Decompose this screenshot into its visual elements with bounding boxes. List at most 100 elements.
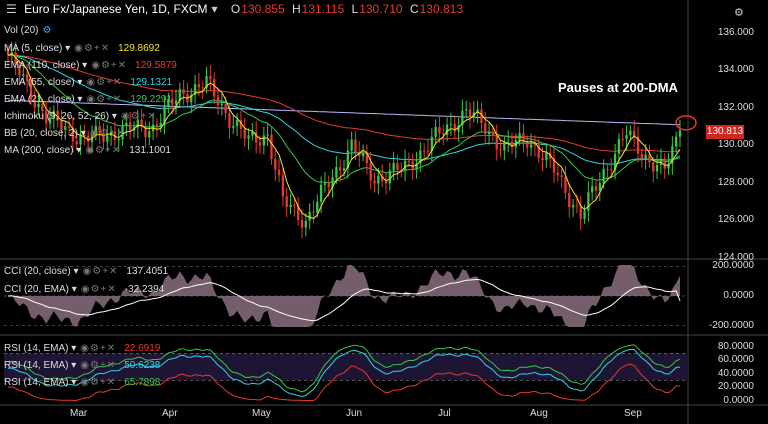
legend-cci[interactable]: CCI (20, close) ▾ ◉⚙+✕ 137.4051 — [4, 266, 169, 277]
rsi-tick-label: 20.0000 — [717, 381, 754, 393]
cci-area — [8, 265, 680, 327]
legend-bb[interactable]: BB (20, close, 2) ▾ ◉⚙+✕ — [4, 128, 126, 139]
candle-body — [87, 136, 90, 142]
candle-body — [163, 106, 166, 124]
legend-rsi-1[interactable]: RSI (14, EMA) ▾ ◉⚙+✕ 22.6919 — [4, 343, 161, 354]
candle-body — [613, 153, 617, 170]
legend-ma200[interactable]: MA (200, close) ▾ ◉⚙+✕ 131.1001 — [4, 145, 171, 156]
candle-body — [491, 131, 495, 136]
candle-body — [434, 127, 437, 137]
legend-ichimoku[interactable]: Ichimoku (9, 26, 52, 26) ▾ ◉⚙+✕ — [4, 111, 157, 122]
candle-body — [117, 139, 120, 141]
indicator-controls-icons[interactable]: ◉⚙+✕ — [82, 266, 119, 277]
close-label: C — [409, 2, 419, 16]
indicator-controls-icons[interactable]: ◉⚙+✕ — [80, 377, 117, 388]
candle-body — [98, 126, 101, 134]
indicator-controls-icons[interactable]: ◉⚙+✕ — [85, 145, 122, 156]
candle-body — [583, 210, 586, 219]
candle-body — [575, 205, 579, 207]
legend-vol[interactable]: Vol (20) ⚙ — [4, 25, 53, 36]
candle-body — [45, 111, 48, 124]
candle-body — [220, 103, 223, 106]
indicator-controls-icons[interactable]: ◉⚙+✕ — [89, 128, 126, 139]
rsi3-value: 65.7898 — [124, 377, 161, 388]
candle-body — [335, 167, 338, 178]
highlight-ellipse — [675, 115, 697, 131]
candle-body — [598, 182, 601, 191]
candle-body — [243, 128, 246, 139]
ema55-value: 129.1321 — [130, 77, 173, 88]
candle-body — [216, 96, 220, 106]
month-tick-label: Aug — [530, 408, 548, 419]
last-price-tag: 130.813 — [706, 125, 744, 139]
candle-body — [365, 152, 369, 164]
candle-body — [621, 139, 624, 141]
candle-body — [79, 135, 82, 145]
gear-icon[interactable]: ⚙ — [42, 25, 53, 36]
candle-body — [415, 163, 418, 170]
candle-body — [636, 136, 640, 154]
candle-body — [591, 186, 594, 193]
symbol-title[interactable]: Euro Fx/Japanese Yen, 1D, FXCM — [24, 2, 208, 16]
candle-body — [526, 141, 529, 148]
candle-body — [648, 154, 651, 163]
cci-value: 137.4051 — [126, 266, 169, 277]
legend-ema21[interactable]: EMA (21, close) ▾ ◉⚙+✕ 129.2291 — [4, 94, 173, 105]
legend-ema110[interactable]: EMA (110, close) ▾ ◉⚙+✕ 129.5879 — [4, 60, 177, 71]
candle-body — [155, 124, 159, 127]
price-tick-label: 128.000 — [717, 176, 754, 188]
indicator-controls-icons[interactable]: ◉⚙+✕ — [74, 43, 111, 54]
cci-tick-label: -200.0000 — [708, 319, 754, 331]
candle-body — [430, 136, 433, 152]
indicator-controls-icons[interactable]: ◉⚙+✕ — [80, 284, 117, 295]
candle-body — [655, 164, 659, 172]
rsi1-value: 22.6919 — [124, 343, 161, 354]
candle-body — [251, 131, 254, 136]
month-tick-label: Mar — [70, 408, 88, 419]
candle-body — [354, 139, 357, 153]
ema55-line — [7, 54, 681, 165]
legend-rsi-2[interactable]: RSI (14, EMA) ▾ ◉⚙+✕ 50.6238 — [4, 360, 161, 371]
candle-body — [56, 110, 59, 121]
chevron-down-icon[interactable]: ▾ — [211, 2, 218, 16]
candle-body — [293, 204, 296, 206]
candle-body — [148, 131, 151, 138]
candle-body — [342, 168, 346, 171]
rsi2-value: 50.6238 — [124, 360, 161, 371]
indicator-controls-icons[interactable]: ◉⚙+✕ — [80, 343, 117, 354]
candle-body — [213, 79, 216, 97]
candle-body — [235, 119, 239, 126]
legend-cci-ema[interactable]: CCI (20, EMA) ▾ ◉⚙+✕ -32.2394 — [4, 284, 165, 295]
indicator-controls-icons[interactable]: ◉⚙+✕ — [80, 360, 117, 371]
candle-body — [480, 109, 483, 123]
candle-body — [60, 120, 63, 130]
candle-body — [461, 110, 464, 126]
annotation-text: Pauses at 200-DMA — [558, 80, 678, 95]
candle-body — [369, 163, 372, 181]
candle-body — [468, 109, 472, 118]
candle-body — [594, 186, 598, 191]
candle-body — [358, 152, 361, 157]
candle-body — [121, 125, 124, 140]
indicator-controls-icons[interactable]: ◉⚙+✕ — [86, 94, 123, 105]
candle-body — [52, 110, 55, 118]
candle-body — [339, 167, 342, 171]
indicator-controls-icons[interactable]: ◉⚙+✕ — [120, 111, 157, 122]
candle-body — [171, 98, 174, 105]
candle-body — [289, 204, 292, 208]
legend-ma5[interactable]: MA (5, close) ▾ ◉⚙+✕ 129.8692 — [4, 43, 160, 54]
candle-body — [33, 99, 36, 108]
settings-gear-icon[interactable]: ⚙ — [734, 7, 744, 19]
candle-body — [633, 130, 636, 137]
candle-body — [319, 184, 323, 202]
candle-body — [487, 131, 491, 135]
candle-body — [388, 170, 391, 184]
indicator-controls-icons[interactable]: ◉⚙+✕ — [91, 60, 128, 71]
candle-body — [407, 160, 411, 162]
hamburger-icon[interactable]: ☰ — [6, 2, 17, 16]
legend-ema55[interactable]: EMA (55, close) ▾ ◉⚙+✕ 129.1321 — [4, 77, 173, 88]
legend-rsi-3[interactable]: RSI (14, EMA) ▾ ◉⚙+✕ 65.7898 — [4, 377, 161, 388]
rsi-tick-label: 0.0000 — [723, 394, 754, 406]
indicator-controls-icons[interactable]: ◉⚙+✕ — [86, 77, 123, 88]
